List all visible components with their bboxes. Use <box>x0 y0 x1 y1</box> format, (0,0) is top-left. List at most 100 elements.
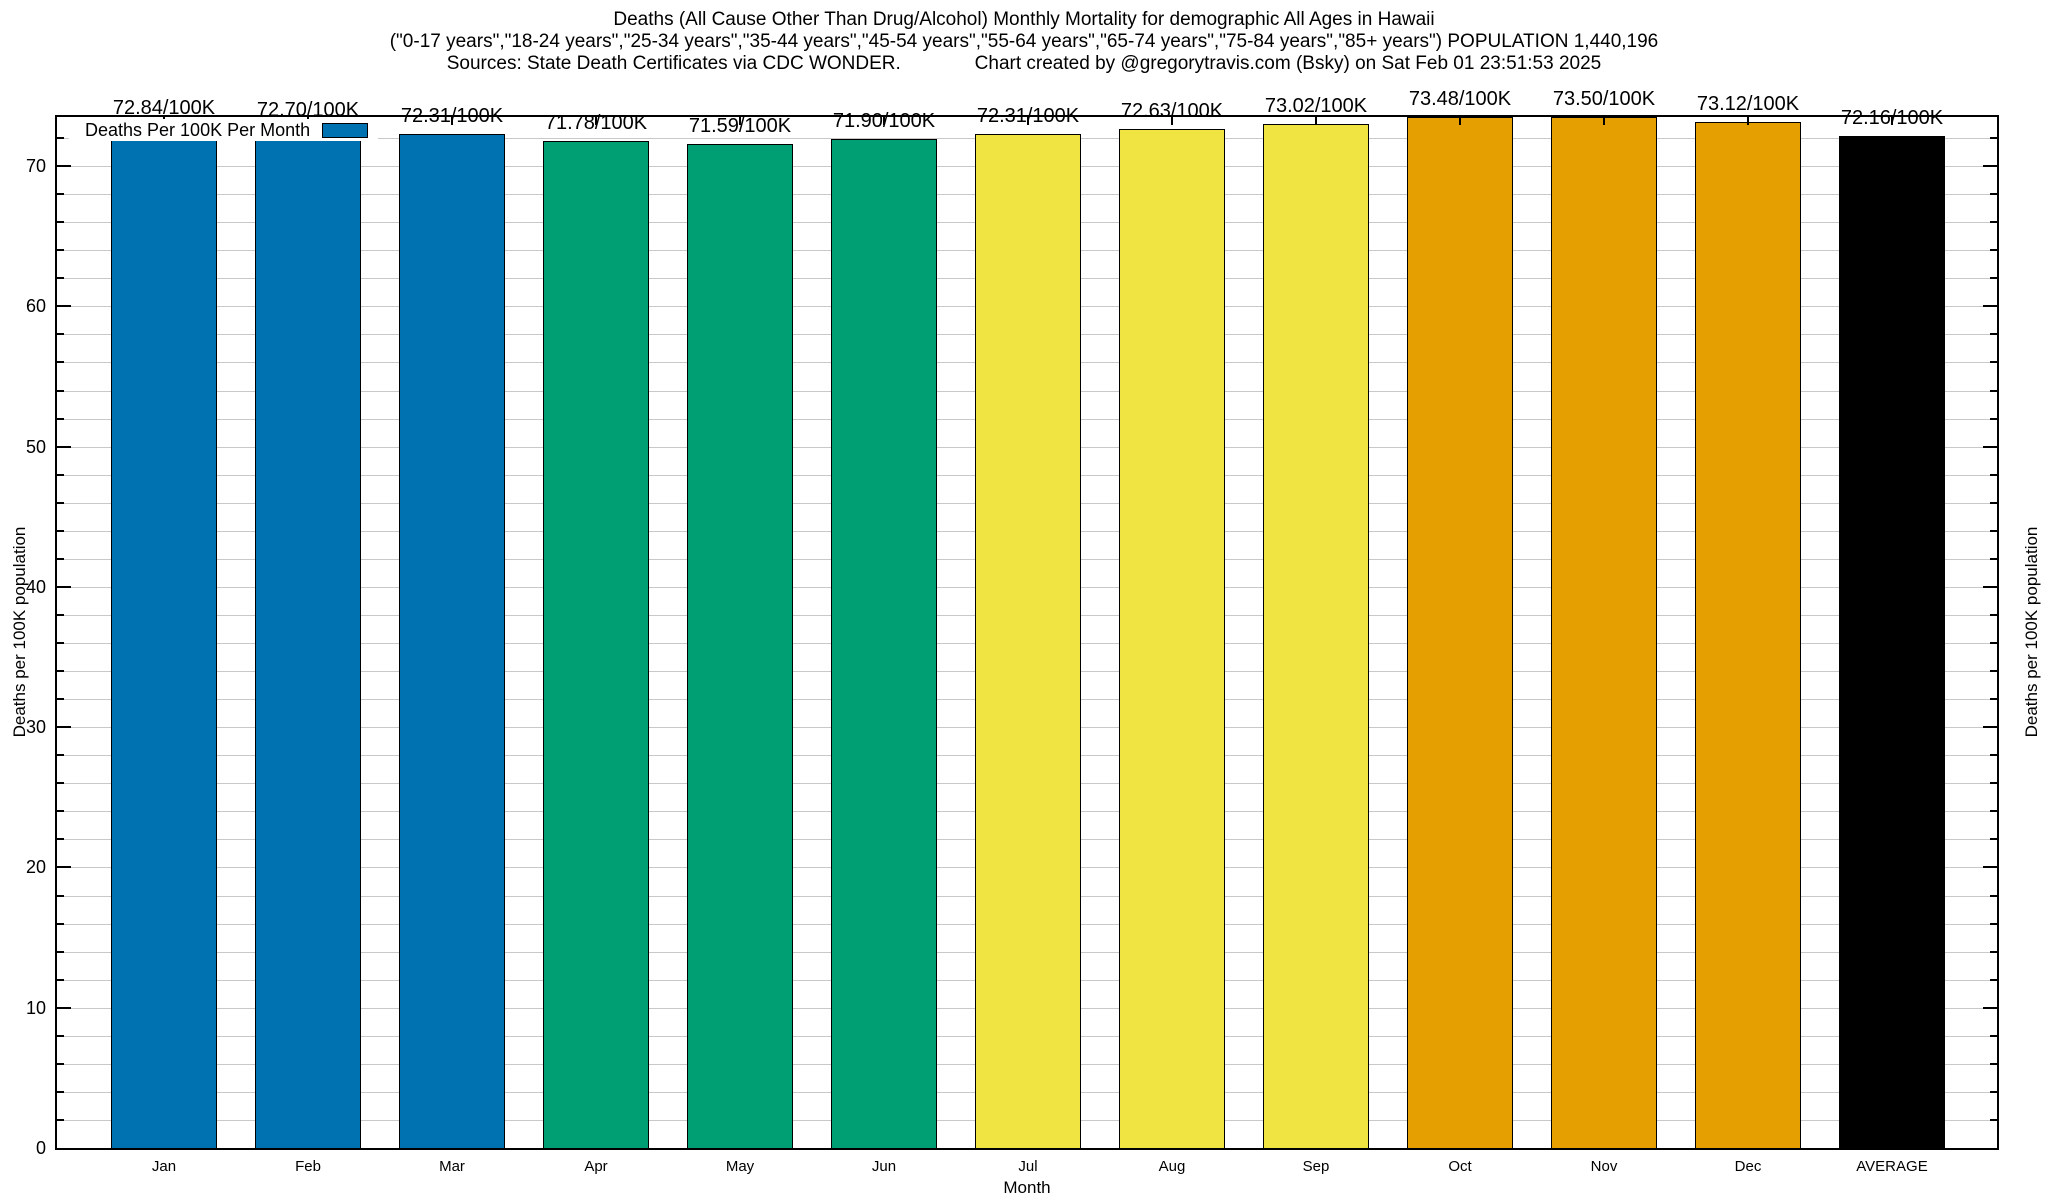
x-tick-top <box>1747 117 1749 125</box>
x-tick-label: Mar <box>439 1158 465 1175</box>
x-tick-label: Nov <box>1590 1158 1618 1175</box>
y-tick-minor-right <box>1990 950 1997 953</box>
y-tick-minor-right <box>1990 249 1997 252</box>
y-tick-minor-left <box>57 473 64 476</box>
y-tick-major-left <box>57 726 71 729</box>
y-tick-minor-right <box>1990 137 1997 140</box>
x-tick-top <box>1459 117 1461 125</box>
y-tick-label: 0 <box>35 1138 46 1158</box>
chart-title: Deaths (All Cause Other Than Drug/Alcoho… <box>613 9 1435 30</box>
bar-mar <box>399 133 505 1148</box>
bar-jun <box>831 139 937 1148</box>
y-axis-label-left: Deaths per 100K population <box>10 526 29 738</box>
chart-subtitle-demographics: ("0-17 years","18-24 years","25-34 years… <box>389 31 1659 52</box>
y-tick-minor-left <box>57 137 64 140</box>
bar-nov <box>1551 117 1657 1148</box>
bar-value-label: 72.16/100K <box>1840 106 1944 129</box>
legend-swatch <box>322 122 369 138</box>
bar-oct <box>1407 117 1513 1148</box>
x-tick-label: Apr <box>584 1158 608 1175</box>
y-tick-major-left <box>57 1006 71 1009</box>
y-tick-minor-right <box>1990 698 1997 701</box>
x-tick-top <box>1315 117 1317 125</box>
y-tick-minor-left <box>57 221 64 224</box>
x-tick-label: May <box>725 1158 755 1175</box>
x-tick-label: Aug <box>1158 1158 1186 1175</box>
y-tick-minor-left <box>57 557 64 560</box>
x-tick-top <box>883 117 885 125</box>
x-tick-label: Jul <box>1018 1158 1038 1175</box>
y-tick-minor-left <box>57 277 64 280</box>
y-tick-minor-right <box>1990 782 1997 785</box>
y-tick-minor-right <box>1990 894 1997 897</box>
y-tick-minor-right <box>1990 754 1997 757</box>
y-tick-minor-left <box>57 950 64 953</box>
y-tick-minor-right <box>1990 922 1997 925</box>
y-tick-label: 60 <box>25 296 46 317</box>
y-tick-minor-right <box>1990 1118 1997 1121</box>
y-tick-label: 20 <box>25 857 46 878</box>
bar-value-label: 73.02/100K <box>1264 94 1368 117</box>
y-axis-label-right: Deaths per 100K population <box>2022 526 2041 738</box>
x-tick-label: Oct <box>1448 1158 1472 1175</box>
bar-may <box>687 143 793 1148</box>
y-tick-minor-right <box>1990 1062 1997 1065</box>
y-tick-label: 30 <box>25 717 46 738</box>
y-tick-minor-right <box>1990 838 1997 841</box>
y-tick-major-left <box>57 866 71 869</box>
y-tick-minor-right <box>1990 557 1997 560</box>
y-tick-label: 50 <box>25 436 46 457</box>
bar-value-label: 72.84/100K <box>112 97 216 120</box>
x-tick-label: Dec <box>1734 1158 1762 1175</box>
y-tick-minor-left <box>57 1090 64 1093</box>
bar-apr <box>543 141 649 1148</box>
bar-value-label: 71.78/100K <box>544 112 648 135</box>
y-tick-minor-left <box>57 333 64 336</box>
y-tick-minor-left <box>57 922 64 925</box>
y-tick-minor-right <box>1990 277 1997 280</box>
y-tick-minor-right <box>1990 473 1997 476</box>
y-tick-minor-right <box>1990 221 1997 224</box>
y-tick-major-right <box>1983 1006 1997 1009</box>
y-tick-minor-left <box>57 613 64 616</box>
y-tick-minor-left <box>57 1034 64 1037</box>
y-tick-minor-left <box>57 782 64 785</box>
y-tick-major-right <box>1983 305 1997 308</box>
y-tick-minor-right <box>1990 670 1997 673</box>
y-tick-minor-left <box>57 642 64 645</box>
y-tick-minor-right <box>1990 1090 1997 1093</box>
x-tick-label: Sep <box>1302 1158 1330 1175</box>
bar-jan <box>111 126 217 1148</box>
y-tick-major-left <box>57 445 71 448</box>
x-tick-top <box>1891 117 1893 125</box>
y-tick-minor-right <box>1990 529 1997 532</box>
bar-dec <box>1695 122 1801 1148</box>
x-tick-label: Feb <box>295 1158 321 1175</box>
bar-aug <box>1119 129 1225 1148</box>
bar-feb <box>255 128 361 1148</box>
y-tick-minor-right <box>1990 361 1997 364</box>
y-tick-label: 70 <box>25 156 46 177</box>
y-tick-major-right <box>1983 445 1997 448</box>
bar-average <box>1839 135 1945 1148</box>
y-tick-minor-left <box>57 978 64 981</box>
y-tick-minor-left <box>57 838 64 841</box>
y-tick-major-right <box>1983 585 1997 588</box>
y-tick-minor-right <box>1990 613 1997 616</box>
x-tick-label: Jan <box>151 1158 177 1175</box>
y-tick-minor-left <box>57 389 64 392</box>
x-axis-label: Month <box>1003 1178 1051 1197</box>
y-tick-minor-left <box>57 894 64 897</box>
y-tick-major-left <box>57 585 71 588</box>
x-tick-top <box>595 117 597 125</box>
y-tick-minor-left <box>57 501 64 504</box>
y-tick-minor-left <box>57 1118 64 1121</box>
y-tick-minor-right <box>1990 978 1997 981</box>
y-tick-minor-right <box>1990 642 1997 645</box>
x-tick-top <box>739 117 741 125</box>
chart-source-credit-line: Sources: State Death Certificates via CD… <box>446 53 1602 74</box>
y-tick-minor-right <box>1990 810 1997 813</box>
y-tick-minor-left <box>57 193 64 196</box>
y-tick-minor-right <box>1990 389 1997 392</box>
y-tick-minor-left <box>57 1062 64 1065</box>
